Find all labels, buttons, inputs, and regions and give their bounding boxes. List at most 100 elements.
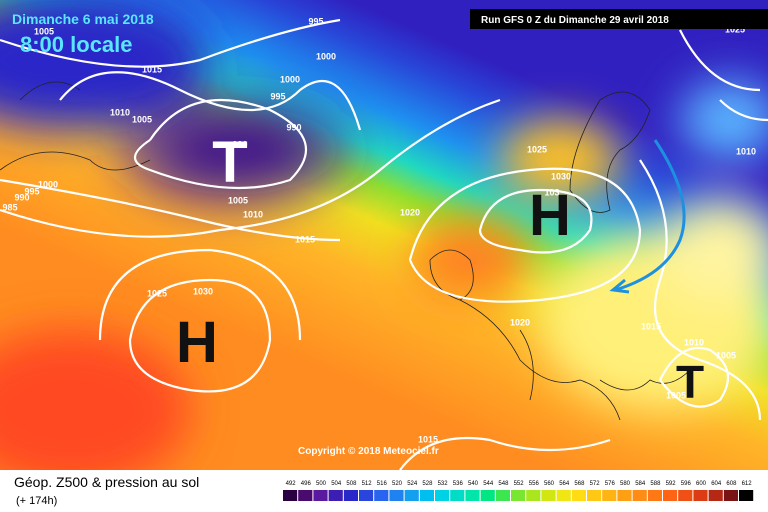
scale-label: 576: [605, 481, 616, 487]
isobar-label: 1015: [142, 64, 162, 74]
low-center: T: [212, 130, 247, 195]
isobar-label: 1005: [666, 390, 686, 400]
copyright: Copyright © 2018 Meteociel.fr: [298, 446, 439, 457]
isobar-label: 1000: [38, 179, 58, 189]
scale-label: 492: [286, 481, 297, 487]
scale-label: 524: [407, 481, 418, 487]
scale-label: 520: [392, 481, 403, 487]
time: 8:00 locale: [20, 32, 133, 57]
scale-label: 496: [301, 481, 312, 487]
isobar-label: 995: [308, 16, 323, 26]
map-field: [0, 0, 768, 470]
scale-swatch: [374, 490, 389, 501]
scale-swatch: [663, 490, 678, 501]
isobar-label: 1010: [736, 146, 756, 156]
isobar-label: 1025: [725, 24, 745, 34]
isobar-label: 1005: [228, 195, 248, 205]
scale-swatch: [693, 490, 708, 501]
scale-swatch: [343, 490, 358, 501]
isobar-label: 995: [270, 91, 285, 101]
isobar-label: 995: [24, 186, 39, 196]
scale-swatch: [617, 490, 632, 501]
isobar-label: 990: [286, 122, 301, 132]
scale-label: 532: [438, 481, 449, 487]
isobar-label: 1010: [684, 337, 704, 347]
scale-swatch: [647, 490, 662, 501]
scale-label: 512: [362, 481, 373, 487]
isobar-label: 1030: [193, 286, 213, 296]
low-center: T: [676, 356, 704, 408]
scale-swatch: [632, 490, 647, 501]
scale-swatch: [587, 490, 602, 501]
scale-swatch: [419, 490, 434, 501]
run-box: [470, 9, 768, 29]
isobar-label: 1010: [243, 209, 263, 219]
scale-label: 600: [696, 481, 707, 487]
isobar-label: 1010: [110, 107, 130, 117]
lead-time: (+ 174h): [16, 495, 57, 507]
isobar-label: 1025: [147, 288, 167, 298]
scale-swatch: [526, 490, 541, 501]
scale-label: 556: [529, 481, 540, 487]
isobar-label: 1025: [527, 144, 547, 154]
isobar-label: 985: [2, 202, 17, 212]
color-scale: 492 496 500 504 508 512 516 520 524 528 532 536 540 5…: [283, 481, 754, 501]
isobar-label: 103: [544, 187, 559, 197]
isobar-label: 1000: [280, 74, 300, 84]
scale-label: 504: [331, 481, 342, 487]
scale-swatch: [450, 490, 465, 501]
isobar-label: 1005: [34, 26, 54, 36]
scale-swatch: [283, 490, 298, 501]
scale-label: 604: [711, 481, 722, 487]
high-center: H: [529, 183, 571, 248]
scale-swatch: [480, 490, 495, 501]
scale-label: 508: [346, 481, 357, 487]
scale-label: 588: [650, 481, 661, 487]
scale-swatch: [465, 490, 480, 501]
scale-swatch: [541, 490, 556, 501]
scale-label: 528: [422, 481, 433, 487]
scale-label: 572: [590, 481, 601, 487]
isobar-label: 1030: [551, 171, 571, 181]
scale-swatch: [708, 490, 723, 501]
isobar-label: 990: [232, 139, 247, 149]
scale-label: 536: [453, 481, 464, 487]
scale-label: 612: [742, 481, 753, 487]
scale-swatch: [495, 490, 510, 501]
scale-swatch: [359, 490, 374, 501]
isobar-label: 1000: [316, 51, 336, 61]
scale-swatch: [739, 490, 754, 501]
isobar-label: 1015: [641, 321, 661, 331]
scale-label: 544: [483, 481, 494, 487]
isobar-labels: 9951000101510009951010100599099010009959…: [2, 16, 756, 444]
scale-label: 584: [635, 481, 646, 487]
scale-swatch: [435, 490, 450, 501]
scale-label: 516: [377, 481, 388, 487]
scale-swatch: [678, 490, 693, 501]
isobar-label: 1020: [400, 207, 420, 217]
scale-swatch: [723, 490, 738, 501]
scale-label: 548: [498, 481, 509, 487]
scale-swatch: [404, 490, 419, 501]
isobar-label: 1020: [510, 317, 530, 327]
date: Dimanche 6 mai 2018: [12, 11, 154, 27]
scale-swatch: [313, 490, 328, 501]
isobar-label: 1015: [295, 234, 315, 244]
isobar-label: 1005: [132, 114, 152, 124]
isobar-label: 1015: [418, 434, 438, 444]
scale-swatch: [328, 490, 343, 501]
scale-label: 500: [316, 481, 327, 487]
scale-swatch: [556, 490, 571, 501]
high-center: H: [176, 310, 218, 375]
scale-swatch: [511, 490, 526, 501]
scale-label: 608: [726, 481, 737, 487]
isobar-label: 990: [14, 192, 29, 202]
scale-label: 592: [666, 481, 677, 487]
scale-label: 564: [559, 481, 570, 487]
scale-label: 596: [681, 481, 692, 487]
scale-swatch: [602, 490, 617, 501]
scale-swatch: [571, 490, 586, 501]
scale-label: 560: [544, 481, 555, 487]
scale-label: 568: [574, 481, 585, 487]
